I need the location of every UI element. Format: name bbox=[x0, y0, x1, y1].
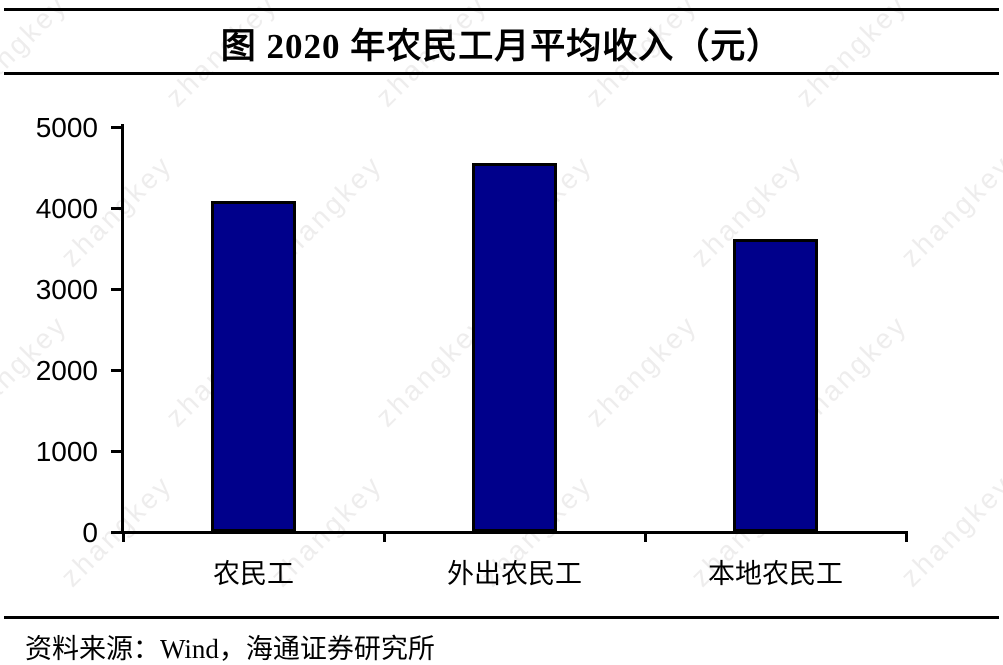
chart-title: 图 2020 年农民工月平均收入（元） bbox=[220, 27, 783, 66]
y-axis-tick-label: 4000 bbox=[35, 193, 98, 224]
y-axis-tick-label: 5000 bbox=[35, 112, 98, 143]
x-axis-tick bbox=[644, 531, 647, 542]
y-axis-tick-label: 0 bbox=[82, 517, 98, 548]
x-axis-tick bbox=[905, 531, 908, 542]
footer-rule bbox=[4, 616, 999, 619]
x-axis-category-label: 本地农民工 bbox=[708, 559, 843, 589]
bar-本地农民工 bbox=[733, 238, 818, 532]
y-axis-tick bbox=[111, 450, 124, 453]
y-axis-tick-label: 1000 bbox=[35, 436, 98, 467]
y-axis-tick bbox=[111, 126, 124, 129]
title-rule-top bbox=[4, 8, 999, 11]
x-axis-category-label: 农民工 bbox=[213, 559, 294, 589]
y-axis-tick bbox=[111, 369, 124, 372]
y-axis-tick bbox=[111, 531, 124, 534]
y-axis-tick-label: 3000 bbox=[35, 274, 98, 305]
bar-农民工 bbox=[211, 201, 296, 532]
x-axis-line bbox=[111, 531, 907, 534]
y-axis-tick bbox=[111, 207, 124, 210]
y-axis-line bbox=[121, 124, 124, 534]
bar-外出农民工 bbox=[472, 162, 557, 532]
x-axis-tick bbox=[383, 531, 386, 542]
source-note: 资料来源：Wind，海通证券研究所 bbox=[25, 634, 435, 664]
y-axis-tick-label: 2000 bbox=[35, 355, 98, 386]
title-rule-bottom bbox=[4, 72, 999, 75]
x-axis-category-label: 外出农民工 bbox=[447, 559, 582, 589]
x-axis-tick bbox=[122, 531, 125, 542]
y-axis-tick bbox=[111, 288, 124, 291]
